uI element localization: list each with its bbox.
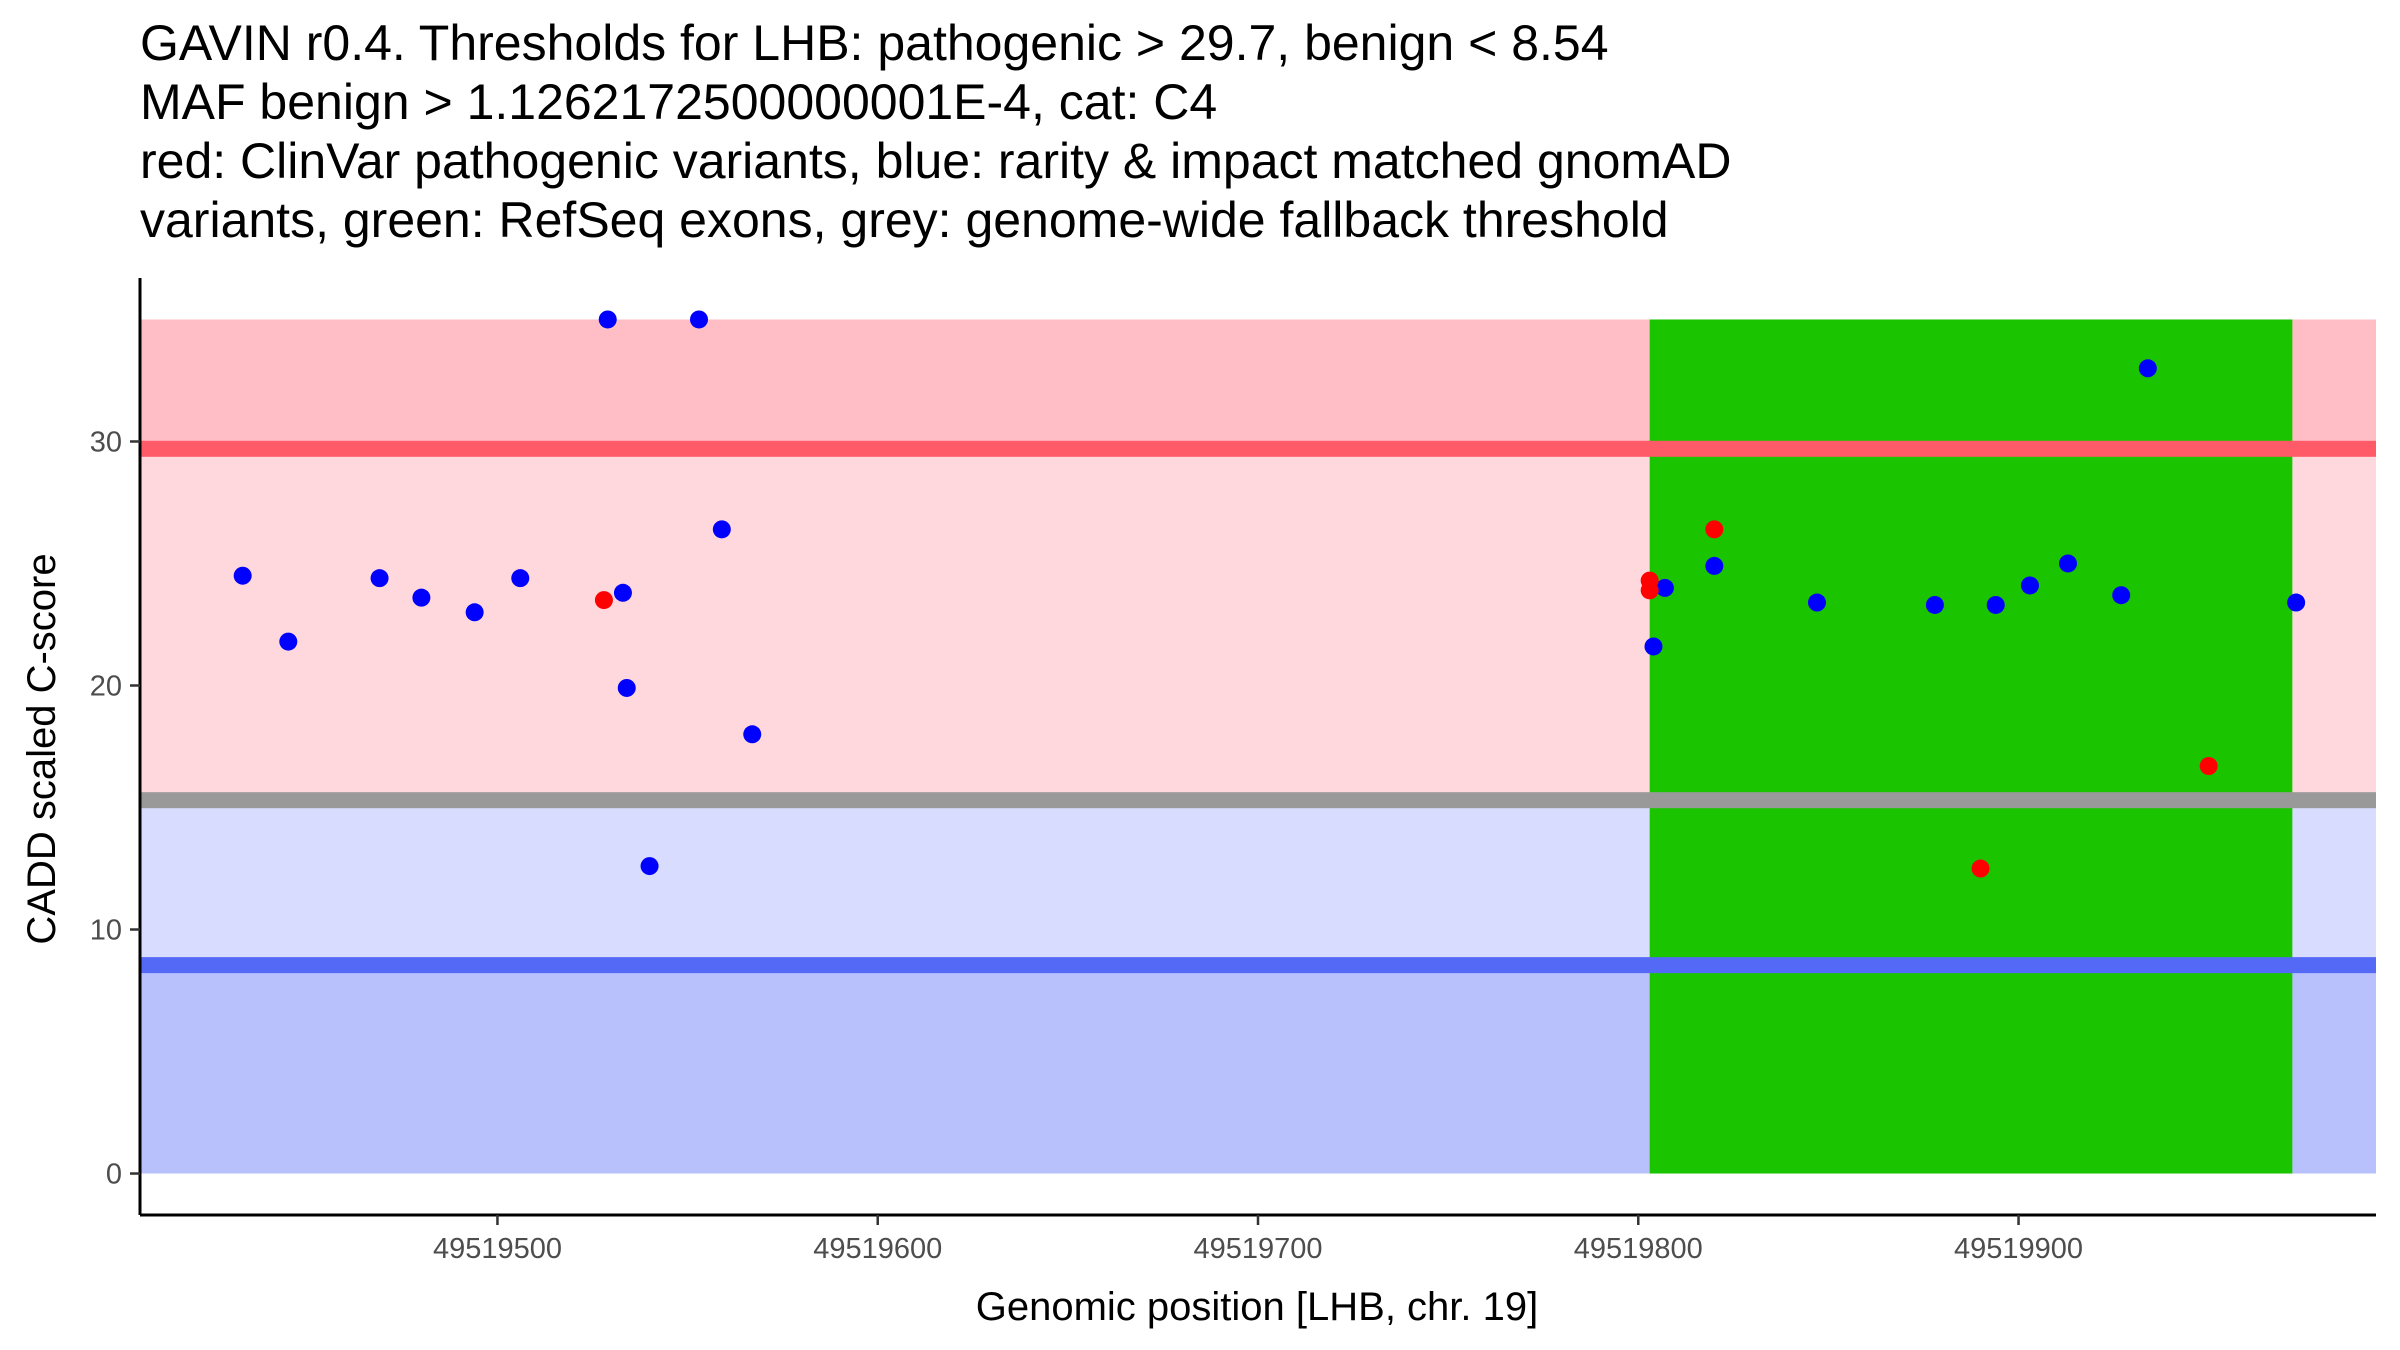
gnomad-point: [2058, 554, 2077, 573]
gnomad-point: [613, 583, 632, 602]
y-axis-label: CADD scaled C-score: [20, 553, 64, 944]
title-line-2: MAF benign > 1.1262172500000001E-4, cat:…: [140, 74, 1217, 130]
axes: 0 10 20 30 49519500 49519600 49519700 49519800 4…: [90, 278, 2376, 1265]
gnomad-point: [1925, 595, 1944, 614]
gnomad-point: [2020, 576, 2039, 595]
gnomad-point: [617, 678, 636, 697]
y-tick-label: 0: [106, 1159, 122, 1191]
y-tick-label: 30: [90, 426, 122, 458]
clinvar-point: [1971, 859, 1990, 878]
y-tick-label: 20: [90, 670, 122, 702]
series-gnomad: [233, 310, 2306, 876]
clinvar-point: [2199, 757, 2218, 776]
gnomad-point: [465, 603, 484, 622]
gnomad-point: [2138, 359, 2157, 378]
exon-region: [1649, 319, 2293, 1174]
title-line-1: GAVIN r0.4. Thresholds for LHB: pathogen…: [140, 15, 1609, 71]
gnomad-point: [1644, 637, 1663, 656]
gnomad-point: [1655, 578, 1674, 597]
chart-title: GAVIN r0.4. Thresholds for LHB: pathogen…: [140, 15, 1731, 248]
pathogenic-threshold-line: [140, 440, 2376, 457]
gnomad-point: [640, 857, 659, 876]
x-tick-label: 49519900: [1954, 1233, 2083, 1265]
gnomad-point: [1705, 556, 1724, 575]
y-tick-label: 10: [90, 915, 122, 947]
gnomad-point: [279, 632, 298, 651]
gnomad-point: [511, 569, 530, 588]
title-line-3: red: ClinVar pathogenic variants, blue: …: [140, 133, 1731, 189]
gnomad-point: [1808, 593, 1826, 612]
x-tick-label: 49519500: [433, 1233, 562, 1265]
gnomad-point: [370, 569, 389, 588]
gnomad-point: [233, 566, 252, 585]
gnomad-point: [2112, 586, 2131, 605]
x-tick-label: 49519600: [813, 1233, 942, 1265]
gnomad-point: [598, 310, 617, 329]
clinvar-point: [1705, 520, 1724, 539]
x-tick-label: 49519800: [1574, 1233, 1703, 1265]
clinvar-point: [1640, 581, 1659, 600]
gnomad-point: [712, 520, 731, 539]
series-clinvar: [594, 520, 2218, 878]
x-axis-label: Genomic position [LHB, chr. 19]: [976, 1285, 1539, 1329]
title-line-4: variants, green: RefSeq exons, grey: gen…: [140, 192, 1669, 248]
fallback-threshold-line: [140, 792, 2376, 809]
exon-regions: [1649, 319, 2293, 1174]
gnomad-point: [412, 588, 431, 607]
gnomad-point: [743, 725, 762, 744]
gnomad-point: [690, 310, 708, 329]
threshold-lines: [140, 440, 2376, 974]
benign-threshold-line: [140, 957, 2376, 974]
x-tick-label: 49519700: [1193, 1233, 1322, 1265]
clinvar-point: [594, 591, 613, 610]
gnomad-point: [1986, 595, 2005, 614]
gnomad-point: [2287, 593, 2306, 612]
data-points: [233, 310, 2306, 878]
